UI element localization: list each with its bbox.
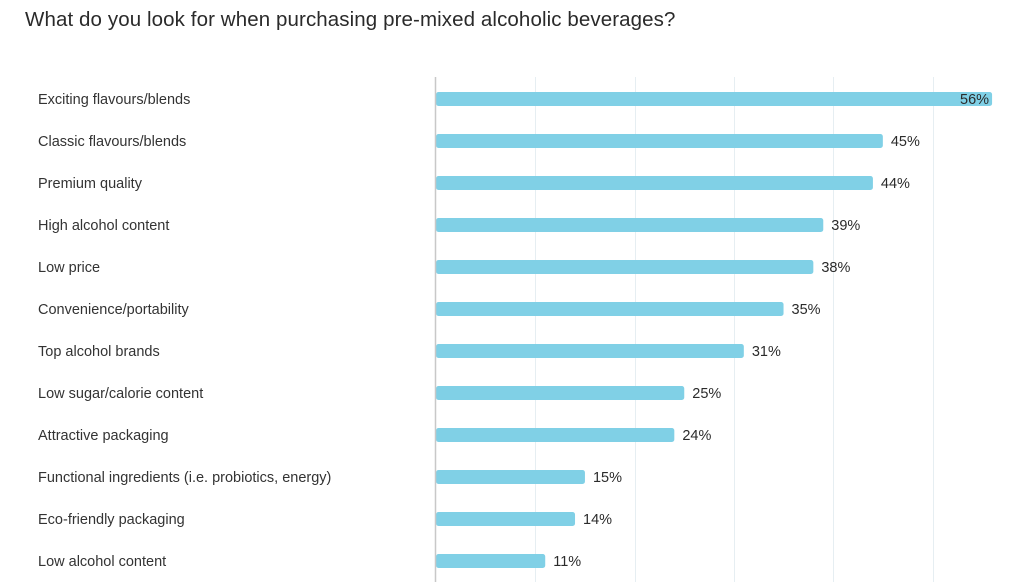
chart-title: What do you look for when purchasing pre… xyxy=(25,8,676,31)
value-label: 44% xyxy=(881,176,910,192)
bar xyxy=(436,428,675,442)
category-label: Functional ingredients (i.e. probiotics,… xyxy=(38,470,331,486)
category-label: Classic flavours/blends xyxy=(38,134,186,150)
category-label: Exciting flavours/blends xyxy=(38,92,190,108)
value-labels: 56% 45% 44% 39% 38% 35% 31% 25% 24% 15% 14% 11% xyxy=(553,92,989,570)
category-label: Eco-friendly packaging xyxy=(38,512,185,528)
value-label: 38% xyxy=(821,260,850,276)
value-label: 24% xyxy=(682,428,711,444)
bar xyxy=(436,470,585,484)
gridlines xyxy=(535,77,934,582)
bars xyxy=(436,92,993,568)
category-label: Convenience/portability xyxy=(38,302,189,318)
value-label: 39% xyxy=(831,218,860,234)
value-label: 11% xyxy=(553,554,581,570)
category-label: High alcohol content xyxy=(38,218,169,234)
value-label: 45% xyxy=(891,134,920,150)
bar xyxy=(436,176,873,190)
value-label: 31% xyxy=(752,344,781,360)
category-label: Attractive packaging xyxy=(38,428,169,444)
bar xyxy=(436,386,685,400)
value-label: 14% xyxy=(583,512,612,528)
bar xyxy=(436,134,883,148)
category-label: Top alcohol brands xyxy=(38,344,160,360)
bar xyxy=(436,554,546,568)
bar xyxy=(436,302,784,316)
bar xyxy=(436,344,744,358)
bar xyxy=(436,512,576,526)
value-label: 35% xyxy=(792,302,821,318)
category-label: Low alcohol content xyxy=(38,554,166,570)
category-labels: Exciting flavours/blends Classic flavours… xyxy=(38,92,331,570)
bar xyxy=(436,92,993,106)
bar xyxy=(436,260,814,274)
category-label: Low price xyxy=(38,260,100,276)
bar xyxy=(436,218,824,232)
category-label: Premium quality xyxy=(38,176,143,192)
category-label: Low sugar/calorie content xyxy=(38,386,203,402)
value-label: 56% xyxy=(960,92,989,108)
value-label: 25% xyxy=(692,386,721,402)
value-label: 15% xyxy=(593,470,622,486)
